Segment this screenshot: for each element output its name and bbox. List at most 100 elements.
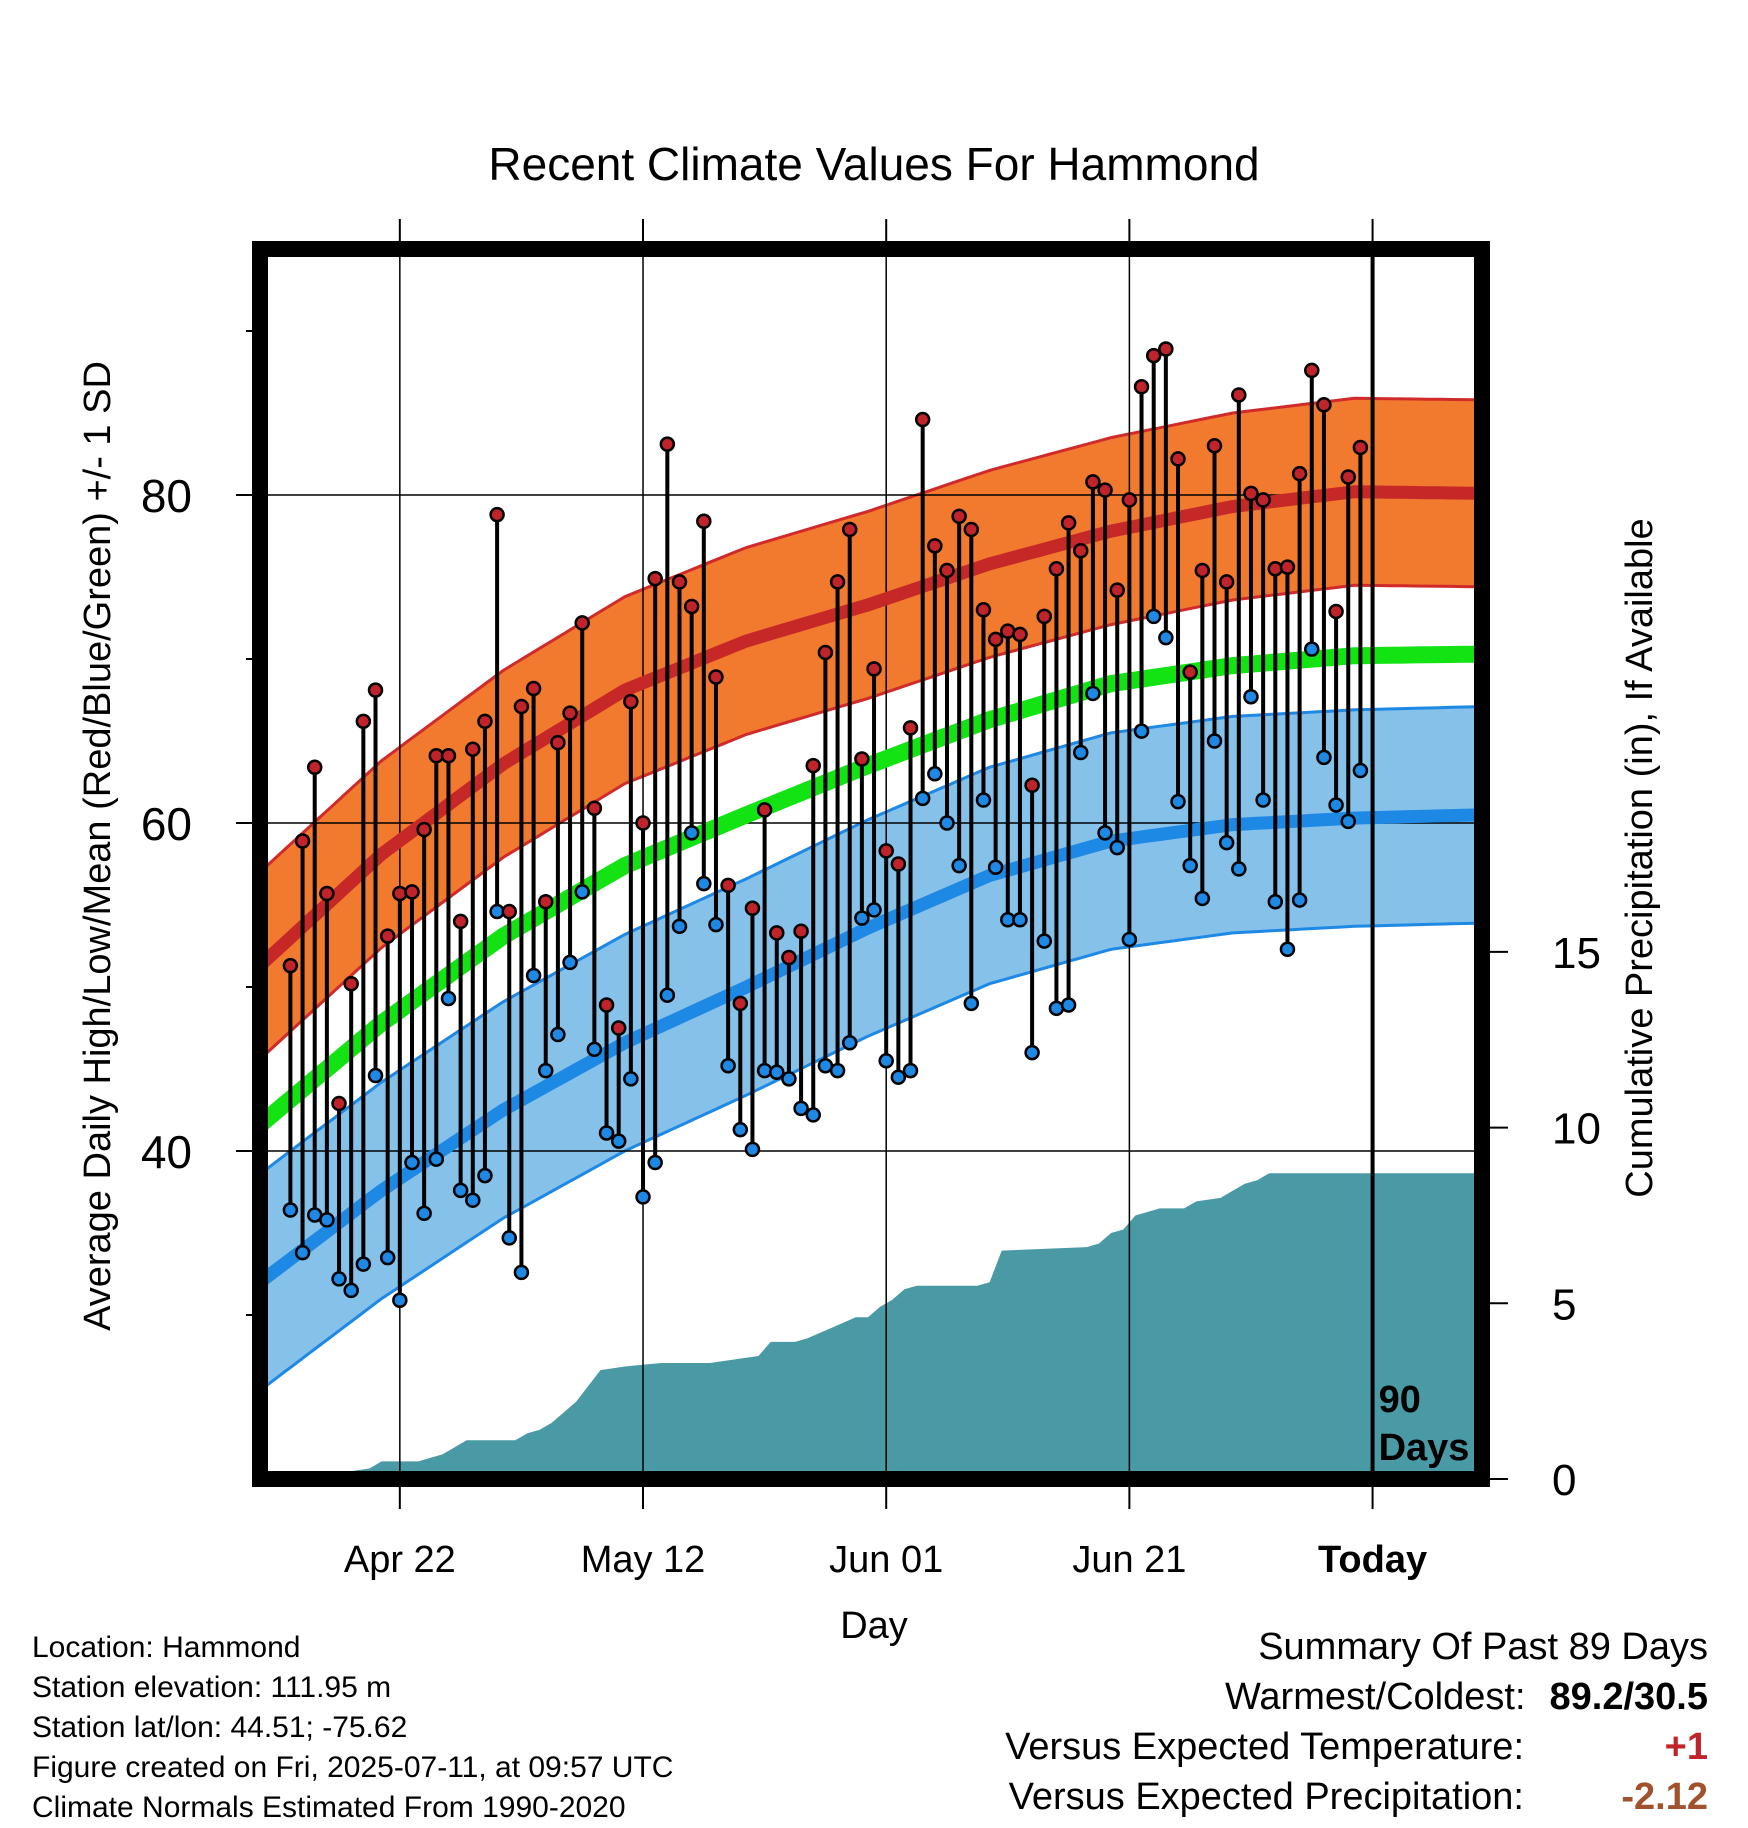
high-point	[963, 521, 980, 538]
summary-title: Summary Of Past 89 Days	[1258, 1626, 1708, 1668]
y-axis-label: Average Daily High/Low/Mean (Red/Blue/Gr…	[77, 361, 119, 1331]
x-tick-label: May 12	[581, 1539, 706, 1581]
high-point	[769, 925, 785, 941]
low-point	[987, 859, 1004, 876]
precip-departure-row: Versus Expected Precipitation: -2.12	[1005, 1772, 1708, 1822]
low-point	[1133, 723, 1150, 739]
high-point	[392, 885, 408, 902]
high-point	[1097, 482, 1113, 498]
high-point	[1218, 574, 1235, 590]
normals-text: Climate Normals Estimated From 1990-2020	[32, 1791, 626, 1824]
low-point	[1328, 797, 1344, 813]
warm-cold-label: Warmest/Coldest:	[1224, 1676, 1526, 1718]
low-point	[696, 875, 712, 892]
high-point	[829, 574, 846, 590]
low-point	[963, 995, 980, 1012]
low-point	[282, 1202, 299, 1218]
high-point	[623, 693, 639, 710]
high-point	[1085, 474, 1101, 490]
high-point	[1158, 341, 1174, 357]
high-point	[1133, 379, 1150, 395]
low-point	[975, 792, 992, 808]
high-point	[562, 705, 578, 721]
high-point	[379, 928, 396, 944]
low-point	[598, 1125, 615, 1141]
high-point	[574, 615, 590, 631]
high-point	[367, 682, 384, 698]
high-point	[452, 913, 469, 930]
low-point	[1097, 825, 1113, 841]
low-point	[392, 1292, 408, 1308]
low-point	[452, 1182, 469, 1199]
high-point	[1340, 469, 1356, 485]
low-point	[610, 1133, 627, 1149]
high-point	[890, 856, 907, 872]
chart-title: Recent Climate Values For Hammond	[488, 138, 1259, 190]
high-point	[671, 574, 688, 590]
low-point	[477, 1167, 493, 1184]
low-point	[623, 1071, 639, 1087]
high-point	[294, 833, 311, 849]
summary-panel: Summary Of Past 89 Days Warmest/Coldest:…	[1005, 1622, 1708, 1822]
high-point	[866, 661, 882, 677]
high-point	[696, 513, 712, 529]
high-point	[854, 751, 870, 767]
x-tick-label: Jun 21	[1072, 1539, 1186, 1581]
high-point	[1024, 777, 1040, 794]
high-sd-band	[260, 398, 1476, 1060]
high-lower-sd-line	[258, 583, 1476, 1061]
low-point	[1072, 744, 1089, 761]
high-point	[987, 631, 1004, 648]
low-point	[1218, 834, 1235, 851]
high-point	[1072, 543, 1089, 559]
low-point	[647, 1154, 663, 1171]
high-point	[1279, 559, 1296, 575]
low-point	[1012, 912, 1028, 928]
y2-tick-label: 10	[1552, 1105, 1601, 1154]
low-point	[878, 1053, 894, 1069]
low-upper-sd-line	[259, 705, 1476, 1176]
low-point	[951, 857, 967, 874]
low-point	[1255, 792, 1271, 808]
low-point	[1158, 629, 1174, 646]
low-point	[440, 990, 457, 1007]
low-point	[1267, 893, 1284, 910]
plot-frame	[252, 241, 1490, 1487]
high-point	[489, 506, 505, 523]
low-point	[1231, 861, 1247, 877]
high-point	[1352, 439, 1369, 456]
x-tick-label: Apr 22	[344, 1539, 456, 1581]
low-sd-band	[260, 706, 1476, 1391]
low-point	[1206, 733, 1223, 749]
today-label-days: Days	[1379, 1427, 1470, 1469]
low-point	[331, 1271, 347, 1287]
low-point	[355, 1256, 372, 1272]
low-point	[574, 884, 590, 900]
high-point	[550, 734, 566, 751]
low-point	[708, 916, 724, 933]
high-point	[598, 997, 615, 1013]
high-point	[513, 698, 530, 715]
high-point	[1048, 561, 1065, 577]
high-point	[732, 995, 749, 1012]
low-point	[379, 1249, 396, 1266]
high-point	[1291, 465, 1308, 482]
low-point	[586, 1041, 603, 1058]
high-point	[355, 713, 372, 730]
low-point	[756, 1062, 773, 1079]
low-point	[927, 766, 943, 782]
low-point	[671, 918, 688, 935]
low-point	[1279, 941, 1296, 958]
low-point	[890, 1069, 907, 1085]
elevation-text: Station elevation: 111.95 m	[32, 1671, 392, 1704]
y-tick-label: 40	[141, 1126, 192, 1178]
low-point	[550, 1026, 566, 1043]
latlon-text: Station lat/lon: 44.51; -75.62	[32, 1711, 408, 1744]
low-point	[781, 1071, 797, 1087]
temp-departure-value: +1	[1664, 1726, 1708, 1768]
low-point	[1182, 857, 1198, 874]
high-point	[1145, 347, 1162, 364]
high-point	[927, 538, 943, 554]
low-point	[525, 967, 542, 984]
